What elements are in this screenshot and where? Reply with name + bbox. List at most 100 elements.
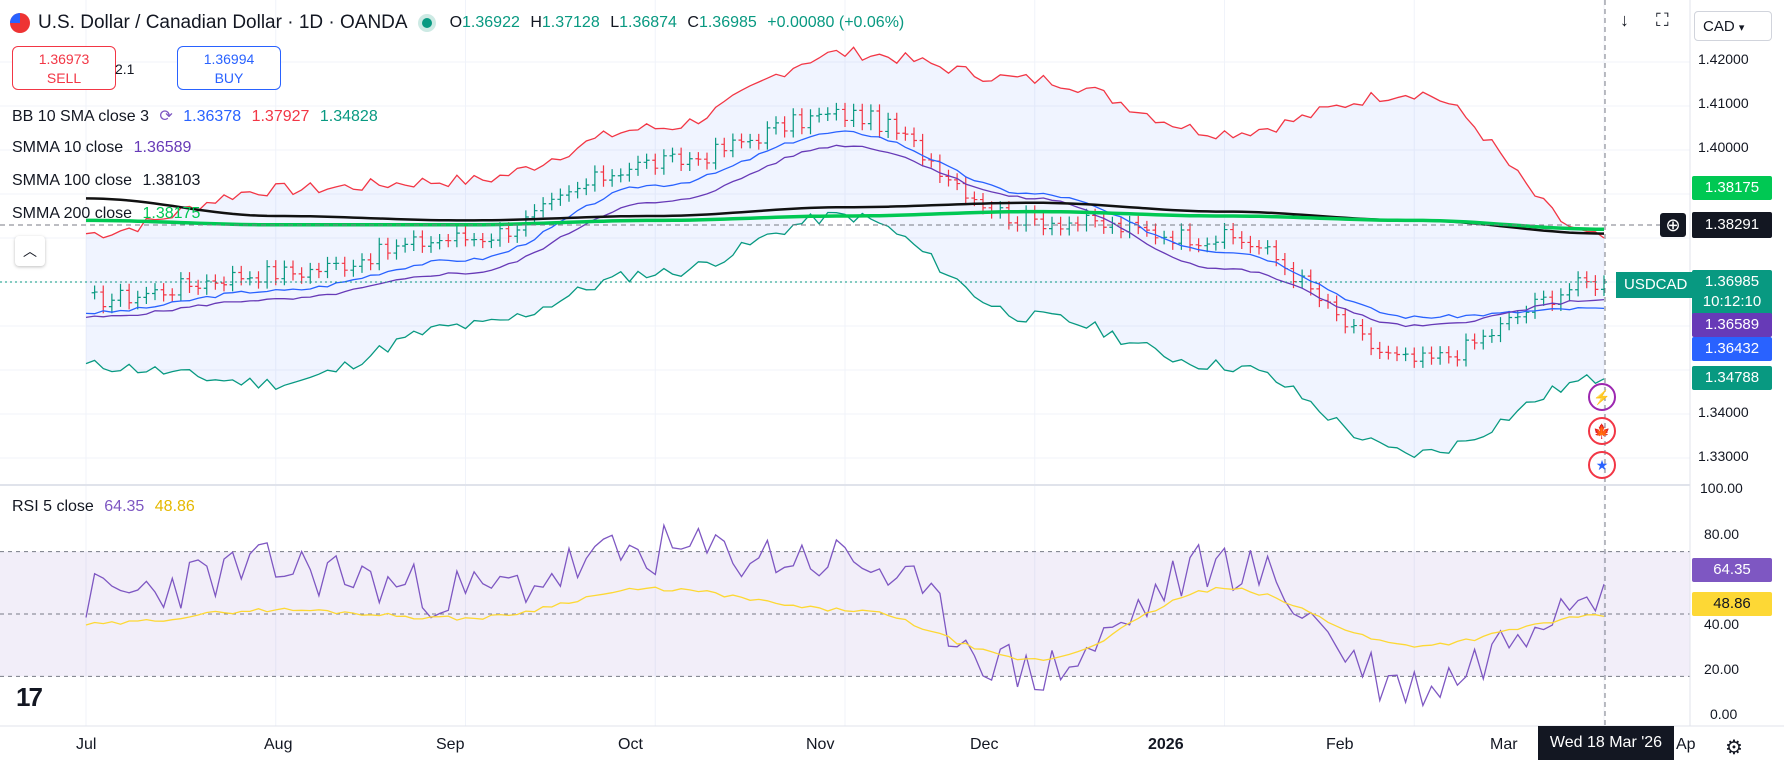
price-bar bbox=[1316, 282, 1323, 308]
smma10-line bbox=[85, 144, 1605, 328]
collapse-legend-button[interactable]: ︿ bbox=[15, 236, 45, 266]
price-bar bbox=[479, 232, 486, 249]
price-bar bbox=[643, 153, 650, 169]
price-bar bbox=[704, 152, 710, 170]
price-bar bbox=[1376, 341, 1383, 359]
legend-smma200[interactable]: SMMA 200 close 1.38175 bbox=[12, 205, 201, 222]
price-bar bbox=[1463, 333, 1469, 367]
price-bar bbox=[1437, 346, 1444, 365]
price-bar bbox=[626, 162, 633, 182]
price-bar bbox=[307, 262, 314, 284]
price-tick: 1.40000 bbox=[1698, 139, 1749, 155]
legend-bb[interactable]: BB 10 SMA close 3 ⟳ 1.36378 1.37927 1.34… bbox=[12, 108, 378, 125]
price-bar bbox=[583, 178, 590, 196]
buy-label: BUY bbox=[214, 70, 244, 86]
price-bar bbox=[1394, 346, 1400, 362]
price-bar bbox=[798, 108, 805, 135]
price-bar bbox=[686, 152, 693, 171]
price-bar bbox=[1497, 317, 1504, 343]
x-tick: Aug bbox=[264, 736, 293, 753]
price-bar bbox=[781, 116, 788, 138]
legend-rsi[interactable]: RSI 5 close 64.35 48.86 bbox=[12, 498, 195, 515]
price-bar bbox=[514, 223, 521, 243]
price-bar bbox=[893, 112, 900, 140]
sell-label: SELL bbox=[46, 70, 82, 86]
bar-countdown: 10:12:10 bbox=[1702, 293, 1762, 310]
price-bar bbox=[574, 181, 581, 199]
rsi-ma-tag: 48.86 bbox=[1692, 592, 1772, 616]
currency-select[interactable]: CAD ▾ bbox=[1694, 11, 1772, 41]
price-bar bbox=[143, 286, 150, 304]
price-bar bbox=[1419, 346, 1426, 368]
price-bar bbox=[195, 279, 202, 295]
price-bar bbox=[462, 226, 469, 247]
price-bar bbox=[747, 133, 754, 149]
add-alert-icon[interactable]: ⊕ bbox=[1660, 213, 1686, 237]
price-bar bbox=[1385, 345, 1392, 360]
price-bar bbox=[540, 197, 547, 218]
chevron-up-icon: ︿ bbox=[23, 243, 37, 259]
lightning-icon[interactable]: ⚡ bbox=[1588, 383, 1616, 411]
price-bar bbox=[1350, 318, 1357, 334]
sell-button[interactable]: 1.36973 SELL bbox=[12, 46, 116, 90]
price-bar bbox=[1152, 223, 1159, 245]
canada-flag-icon[interactable]: 🍁 bbox=[1588, 417, 1616, 445]
last-price-tag: 1.36985 10:12:10 bbox=[1692, 270, 1772, 316]
price-bar bbox=[152, 283, 158, 301]
us-flag-icon[interactable]: ★ bbox=[1588, 451, 1616, 479]
price-bar bbox=[1100, 214, 1107, 234]
price-bar bbox=[1566, 283, 1573, 302]
price-bar bbox=[1402, 347, 1409, 362]
price-bar bbox=[1359, 318, 1366, 341]
price-bar bbox=[1066, 216, 1073, 236]
price-bar bbox=[108, 293, 115, 314]
price-bar bbox=[1040, 212, 1047, 236]
price-bar bbox=[859, 103, 866, 131]
price-bar bbox=[384, 237, 391, 260]
crosshair-date: Wed 18 Mar '26 bbox=[1538, 726, 1674, 760]
price-bar bbox=[609, 169, 616, 187]
price-bar bbox=[850, 103, 857, 128]
spread-value: 2.1 bbox=[115, 61, 135, 77]
legend-smma100[interactable]: SMMA 100 close 1.38103 bbox=[12, 172, 201, 189]
price-bar bbox=[669, 147, 676, 163]
price-bar bbox=[945, 169, 952, 187]
price-bar bbox=[1549, 290, 1556, 312]
arrow-down-icon[interactable]: ↓ bbox=[1620, 10, 1629, 30]
price-bar bbox=[1368, 327, 1375, 356]
refresh-icon[interactable]: ⟳ bbox=[159, 108, 173, 125]
price-bar bbox=[410, 230, 417, 251]
price-bar bbox=[1264, 240, 1271, 255]
tradingview-logo-icon: 17 bbox=[16, 682, 43, 712]
bb-basis-tag: 1.36432 bbox=[1692, 337, 1772, 361]
price-bar bbox=[566, 185, 572, 202]
price-bar bbox=[203, 274, 210, 295]
chevron-down-icon: ▾ bbox=[1738, 22, 1745, 34]
legend-smma10[interactable]: SMMA 10 close 1.36589 bbox=[12, 139, 192, 156]
rsi-line bbox=[85, 522, 1605, 708]
buy-button[interactable]: 1.36994 BUY bbox=[177, 46, 281, 90]
price-bar bbox=[359, 253, 365, 273]
price-bar bbox=[1256, 240, 1262, 255]
symbol-tag: USDCAD bbox=[1616, 272, 1696, 298]
price-bar bbox=[281, 260, 288, 286]
x-tick: Nov bbox=[806, 736, 835, 753]
rsi-band bbox=[0, 551, 1690, 677]
price-bar bbox=[471, 232, 478, 247]
ohlc-values: O1.36922 H1.37128 L1.36874 C1.36985 +0.0… bbox=[449, 14, 905, 31]
symbol-title[interactable]: U.S. Dollar / Canadian Dollar · 1D · OAN… bbox=[38, 12, 408, 33]
price-bar bbox=[445, 233, 452, 248]
price-tick: 1.42000 bbox=[1698, 51, 1749, 67]
rsi-tick: 80.00 bbox=[1704, 526, 1740, 542]
price-bar bbox=[842, 102, 848, 128]
price-bar bbox=[376, 237, 383, 271]
fullscreen-icon[interactable]: ⛶ bbox=[1656, 10, 1669, 30]
smma200-line bbox=[86, 209, 1604, 231]
bb-basis-line bbox=[85, 130, 1605, 319]
gear-icon[interactable]: ⚙ bbox=[1725, 737, 1743, 759]
price-bar bbox=[548, 192, 555, 211]
price-bar bbox=[1212, 235, 1219, 251]
price-bar bbox=[1540, 290, 1547, 306]
change-value: +0.00080 (+0.06%) bbox=[767, 14, 905, 31]
